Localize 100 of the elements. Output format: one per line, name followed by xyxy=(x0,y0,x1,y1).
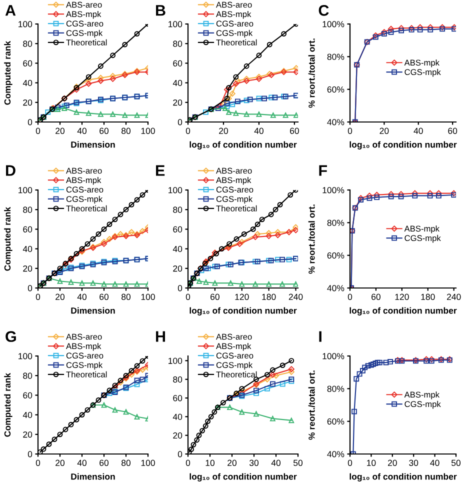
y-tick-label: 40 xyxy=(172,80,182,86)
y-tick-label: 0 xyxy=(28,451,32,458)
y-tick-label: 100 xyxy=(168,358,182,364)
x-tick-label: 0 xyxy=(36,460,40,466)
legend-label: CGS-mpk xyxy=(404,234,441,243)
legend-label: CGS-mpk xyxy=(216,30,253,38)
legend-label: ABS-mpk xyxy=(216,176,252,185)
x-tick-label: 60 xyxy=(100,128,109,134)
x-tick-label: 0 xyxy=(348,128,352,134)
x-axis-title: log₁₀ of condition number xyxy=(350,473,457,482)
y-tick-label: 80 xyxy=(23,206,32,213)
y-tick-label: 0 xyxy=(178,451,182,458)
legend-label: ABS-areo xyxy=(216,2,252,8)
x-tick-label: 0 xyxy=(36,128,40,134)
y-tick-label: 100% xyxy=(322,187,344,194)
y-tick-label: 40 xyxy=(22,246,32,252)
legend-label: CGS-mpk xyxy=(66,362,103,370)
legend-label: ABS-mpk xyxy=(404,392,440,400)
legend-label: Theoretical xyxy=(216,205,257,212)
legend-label: CGS-areo xyxy=(216,352,254,359)
x-tick-label: 60 xyxy=(290,128,299,134)
y-tick-label: 20 xyxy=(23,99,32,106)
x-axis-title: log₁₀ of condition number xyxy=(190,141,297,150)
x-axis-title: log₁₀ of condition number xyxy=(190,473,297,482)
x-tick-label: 50 xyxy=(451,460,461,466)
y-tick-label: 60 xyxy=(173,226,182,232)
legend-label: CGS-mpk xyxy=(66,196,103,204)
chart-title: E xyxy=(156,165,165,176)
y-tick-label: 40% xyxy=(327,451,344,458)
x-tick-label: 80 xyxy=(122,460,131,466)
y-tick-label: 20 xyxy=(23,265,32,272)
legend-label: Theoretical xyxy=(66,39,107,46)
y-tick-label: 80% xyxy=(327,386,344,392)
x-tick-label: 0 xyxy=(348,460,352,466)
legend-label: ABS-mpk xyxy=(216,10,252,19)
y-tick-label: 80 xyxy=(23,372,32,379)
legend-label: CGS-mpk xyxy=(216,362,253,370)
legend-label: Theoretical xyxy=(66,205,107,212)
x-tick-label: 240 xyxy=(288,294,303,300)
legend-label: ABS-areo xyxy=(216,334,252,340)
y-axis-title: % reort./total ort. xyxy=(308,38,315,108)
y-tick-label: 20 xyxy=(23,431,32,438)
y-tick-label: 0 xyxy=(178,119,182,126)
y-axis-title: Computed rank xyxy=(4,206,12,271)
y-tick-label: 40 xyxy=(22,80,32,86)
chart-title: D xyxy=(6,165,16,176)
chart-title: F xyxy=(319,165,327,176)
y-tick-label: 20 xyxy=(173,99,182,106)
x-tick-label: 30 xyxy=(249,460,259,466)
y-tick-label: 100 xyxy=(18,21,32,28)
x-tick-label: 120 xyxy=(235,294,249,300)
legend-label: CGS-areo xyxy=(66,352,104,359)
y-axis-title: % reort./total ort. xyxy=(308,370,315,440)
x-tick-label: 50 xyxy=(293,460,303,466)
y-tick-label: 80% xyxy=(327,54,344,60)
chart-title: I xyxy=(319,331,322,342)
x-tick-label: 60 xyxy=(100,460,109,466)
y-tick-label: 0 xyxy=(178,285,182,292)
x-axis-title: log₁₀ of condition number xyxy=(350,141,457,150)
x-tick-label: 180 xyxy=(421,294,435,300)
y-tick-label: 40% xyxy=(327,119,344,126)
x-axis-title: Dimension xyxy=(71,307,115,314)
chart-title: G xyxy=(6,331,16,342)
y-tick-label: 60 xyxy=(173,60,182,66)
x-tick-label: 80 xyxy=(122,294,131,300)
x-tick-label: 40 xyxy=(254,128,264,134)
legend-label: CGS-mpk xyxy=(66,30,103,38)
x-tick-label: 0 xyxy=(348,294,352,300)
y-tick-label: 80 xyxy=(173,206,182,213)
y-tick-label: 20 xyxy=(173,265,182,272)
x-tick-label: 120 xyxy=(395,294,409,300)
x-tick-label: 10 xyxy=(206,460,215,466)
x-tick-label: 40 xyxy=(271,460,281,466)
legend-label: CGS-mpk xyxy=(404,68,441,77)
legend-label: ABS-mpk xyxy=(216,342,252,351)
legend-label: CGS-mpk xyxy=(404,400,441,409)
x-tick-label: 60 xyxy=(210,294,220,300)
legend-label: CGS-areo xyxy=(66,20,104,27)
legend-label: ABS-mpk xyxy=(66,176,102,185)
x-tick-label: 20 xyxy=(56,128,65,134)
x-tick-label: 40 xyxy=(77,294,87,300)
y-tick-label: 100 xyxy=(168,187,182,194)
y-tick-label: 100% xyxy=(322,21,344,28)
legend-label: ABS-areo xyxy=(66,168,102,174)
x-tick-label: 0 xyxy=(36,294,40,300)
x-tick-label: 0 xyxy=(186,128,190,134)
legend-label: ABS-mpk xyxy=(404,60,440,68)
x-tick-label: 60 xyxy=(100,294,109,300)
legend-label: CGS-areo xyxy=(66,186,104,193)
x-tick-label: 30 xyxy=(409,460,418,466)
y-tick-label: 80 xyxy=(173,40,182,47)
x-tick-label: 20 xyxy=(228,460,237,466)
y-tick-label: 100 xyxy=(168,21,182,28)
y-tick-label: 40 xyxy=(172,246,182,252)
x-tick-label: 0 xyxy=(186,460,190,466)
x-tick-label: 240 xyxy=(446,294,461,300)
legend-label: ABS-mpk xyxy=(66,342,102,351)
x-tick-label: 100 xyxy=(141,128,155,134)
y-tick-label: 20 xyxy=(173,432,182,439)
x-tick-label: 40 xyxy=(77,460,87,466)
